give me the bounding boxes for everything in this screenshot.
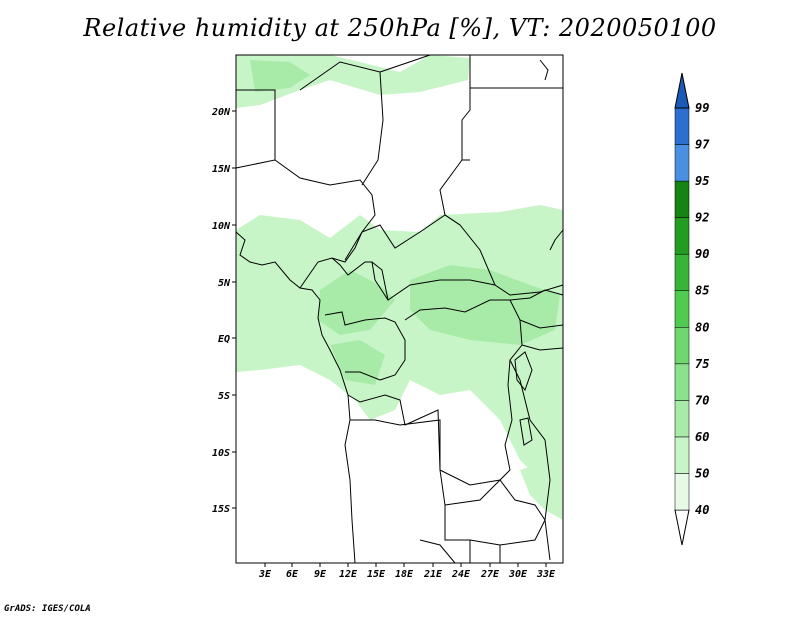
colorbar-segment [674, 144, 690, 182]
lat-tick-label: 5S [218, 391, 230, 402]
colorbar-level-label: 99 [695, 101, 709, 115]
longitude-labels: 3E 6E 9E 12E 15E 18E 21E 24E 27E 30E 33E [258, 563, 556, 580]
colorbar-level-label: 92 [695, 211, 709, 225]
colorbar-level-label: 70 [695, 393, 709, 407]
colorbar-level-label: 40 [695, 503, 709, 517]
border-zambia [444, 479, 546, 546]
border-car [371, 261, 496, 301]
colorbar-level-label: 90 [695, 247, 709, 261]
colorbar-lower-arrow [674, 509, 690, 546]
lat-tick-label: EQ [218, 334, 230, 345]
lat-tick-label: 10N [212, 221, 231, 232]
lat-tick-label: 15S [212, 504, 230, 515]
border-lakes [514, 351, 533, 446]
colorbar-level-label: 50 [695, 466, 709, 480]
colorbar-upper-arrow [674, 72, 690, 109]
lon-tick-label: 12E [339, 569, 358, 580]
lon-tick-label: 18E [395, 569, 414, 580]
lon-tick-label: 33E [536, 569, 556, 580]
coastline [235, 231, 356, 564]
border-cameroon [299, 231, 389, 301]
colorbar-level-label: 85 [695, 284, 709, 298]
border-egypt-sudan [462, 87, 563, 161]
humidity-area-southeast [520, 460, 563, 520]
humidity-area-core-3 [250, 60, 310, 92]
colorbar-segment [674, 107, 690, 145]
colorbar-level-label: 97 [695, 138, 710, 152]
colorbar-level-label: 60 [695, 430, 709, 444]
map-frame [235, 54, 564, 564]
lon-tick-label: 27E [480, 569, 500, 580]
colorbar-segment [674, 363, 690, 401]
lon-tick-label: 24E [451, 569, 471, 580]
colorbar-level-label: 95 [695, 174, 709, 188]
border-angola [350, 419, 471, 563]
lon-tick-label: 21E [423, 569, 443, 580]
lon-tick-label: 30E [508, 569, 528, 580]
colorbar-segment [674, 217, 690, 255]
colorbar-segment [674, 180, 690, 218]
colorbar-segment [674, 400, 690, 438]
lon-tick-label: 3E [258, 569, 272, 580]
colorbar-segment [674, 436, 690, 474]
lat-tick-label: 20N [211, 107, 231, 118]
border-congo [324, 311, 406, 381]
border-chad [361, 214, 564, 296]
colorbar-segment [674, 253, 690, 291]
lat-tick-label: 10S [212, 448, 230, 459]
lat-tick-label: 5N [218, 278, 231, 289]
lon-tick-label: 6E [286, 569, 299, 580]
humidity-shading [236, 55, 563, 520]
border-namibia-botswana [419, 539, 501, 564]
colorbar-level-label: 80 [695, 320, 709, 334]
border-drc [347, 299, 523, 486]
lon-tick-label: 9E [314, 569, 327, 580]
latitude-labels: 20N 15N 10N 5N EQ 5S 10S 15S [211, 107, 236, 515]
lat-tick-label: 15N [212, 164, 231, 175]
colorbar: 40 50 60 70 75 80 85 90 92 95 97 99 [674, 72, 710, 546]
lon-tick-label: 15E [367, 569, 386, 580]
humidity-area-core-2 [410, 265, 560, 345]
border-nile-region [539, 59, 564, 251]
humidity-area-core-4 [330, 340, 385, 385]
humidity-area-west [236, 280, 310, 345]
border-east-africa [509, 289, 564, 561]
colorbar-level-label: 75 [695, 357, 709, 371]
country-borders [235, 54, 564, 564]
chart-title: Relative humidity at 250hPa [%], VT: 202… [83, 14, 717, 42]
colorbar-segment [674, 473, 690, 511]
grads-credit: GrADS: IGES/COLA [4, 604, 91, 614]
border-west-africa [235, 89, 376, 261]
colorbar-segment [674, 327, 690, 365]
colorbar-segment [674, 290, 690, 328]
